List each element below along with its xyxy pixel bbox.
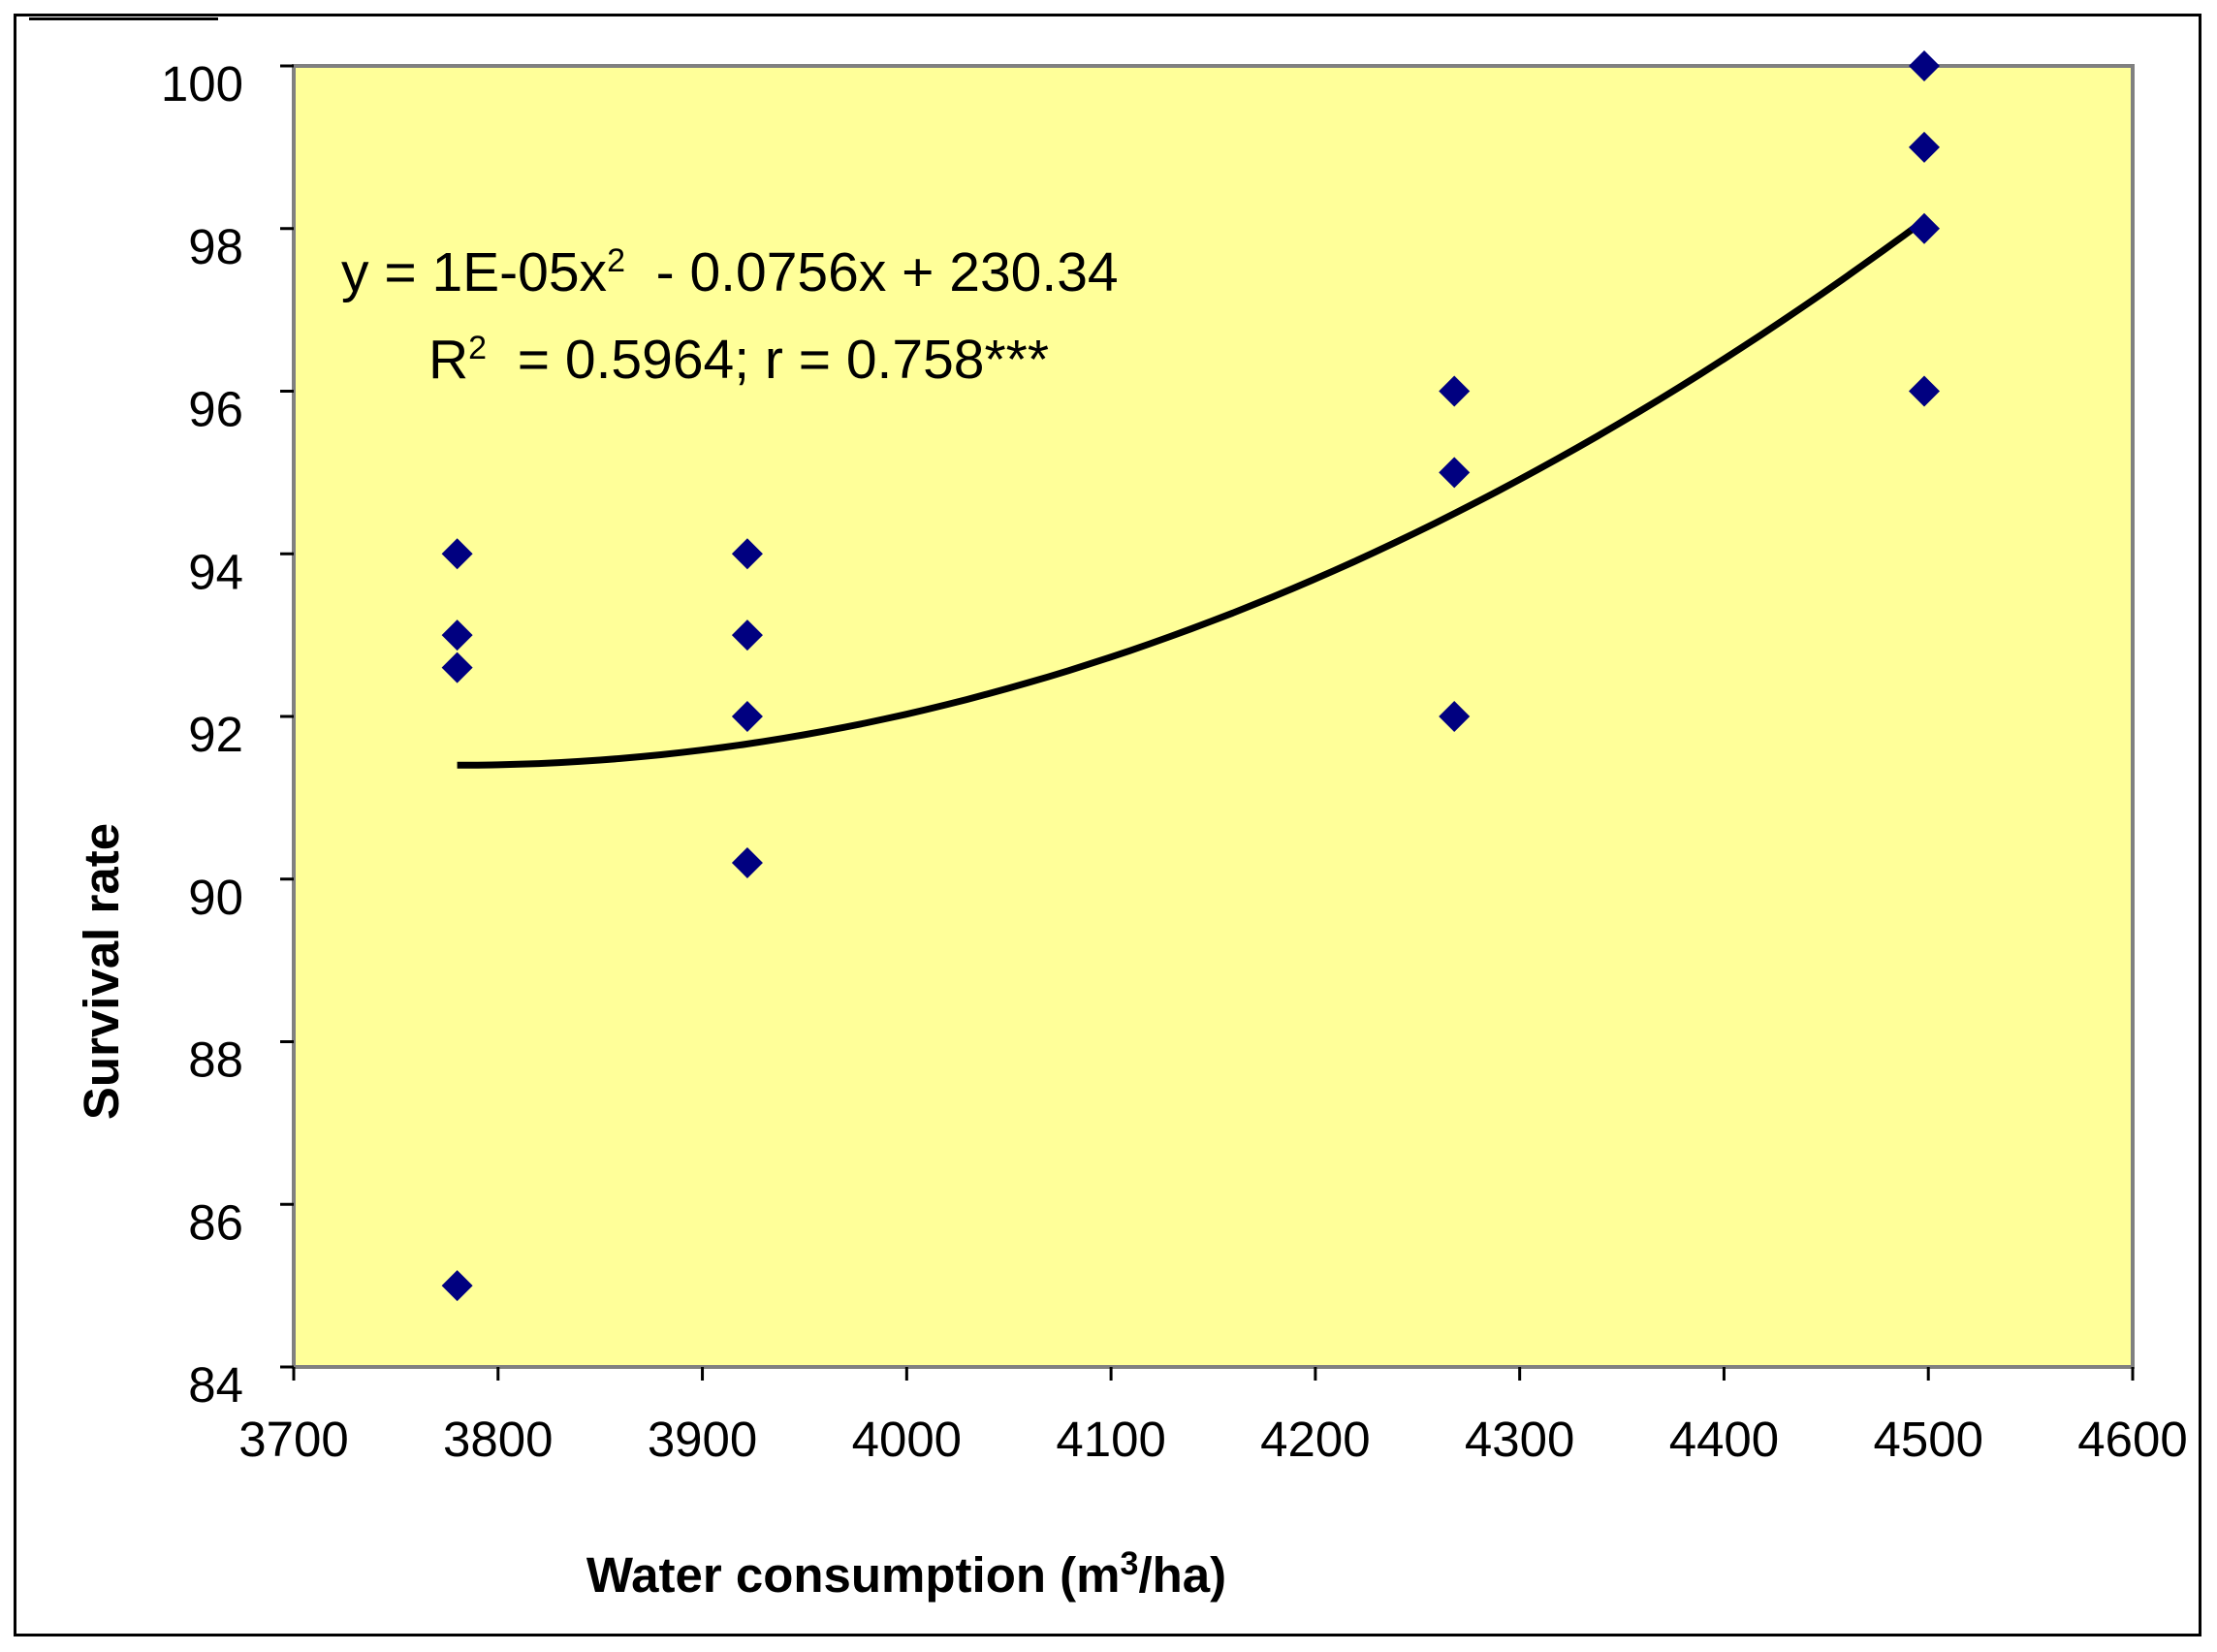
x-tick-label: 4000 — [852, 1412, 962, 1467]
data-point — [731, 701, 763, 732]
chart-frame — [14, 14, 2201, 1636]
data-point — [1439, 457, 1471, 489]
data-point — [441, 1270, 473, 1302]
x-tick-label: 3700 — [238, 1412, 348, 1467]
y-tick-label: 86 — [188, 1194, 243, 1250]
data-point — [441, 620, 473, 651]
trendline — [457, 217, 1927, 769]
plot-area — [292, 64, 2135, 1369]
data-point — [731, 538, 763, 570]
y-tick-label: 98 — [188, 219, 243, 274]
x-tick-label: 3800 — [443, 1412, 553, 1467]
x-tick-label: 4500 — [1873, 1412, 1982, 1467]
data-point — [441, 538, 473, 570]
y-tick-label: 92 — [188, 707, 243, 762]
y-tick-label: 84 — [188, 1357, 243, 1413]
x-tick-label: 4200 — [1260, 1412, 1370, 1467]
r-squared-label: R2 = 0.5964; r = 0.758*** — [428, 329, 1049, 391]
data-point — [731, 846, 763, 878]
top-left-rule — [29, 17, 218, 20]
data-point — [1909, 375, 1941, 407]
data-point — [1909, 212, 1941, 244]
y-tick-label: 100 — [161, 56, 243, 111]
y-tick-label: 96 — [188, 382, 243, 437]
y-tick-label: 88 — [188, 1032, 243, 1088]
y-axis-title: Survival rate — [74, 823, 129, 1120]
x-tick-label: 4300 — [1465, 1412, 1574, 1467]
data-point — [441, 651, 473, 683]
data-points — [441, 50, 1941, 1302]
x-tick-label: 4100 — [1056, 1412, 1165, 1467]
x-axis: 3700 3800 3900 4000 4100 4200 4300 4400 4500 4600 — [238, 1367, 2188, 1467]
data-point — [1909, 131, 1941, 163]
x-axis-title: Water consumption (m3/ha) — [586, 1545, 1226, 1603]
x-tick-label: 3900 — [648, 1412, 757, 1467]
equation-label: y = 1E-05x2 - 0.0756x + 230.34 — [341, 241, 1119, 303]
data-point — [731, 620, 763, 651]
y-axis: 84 86 88 90 92 94 96 98 100 — [161, 56, 294, 1413]
x-tick-label: 4400 — [1669, 1412, 1779, 1467]
x-tick-label: 4600 — [2077, 1412, 2187, 1467]
data-point — [1439, 701, 1471, 732]
y-tick-label: 90 — [188, 870, 243, 925]
data-point — [1909, 50, 1941, 81]
data-point — [1439, 375, 1471, 407]
y-tick-label: 94 — [188, 544, 243, 599]
